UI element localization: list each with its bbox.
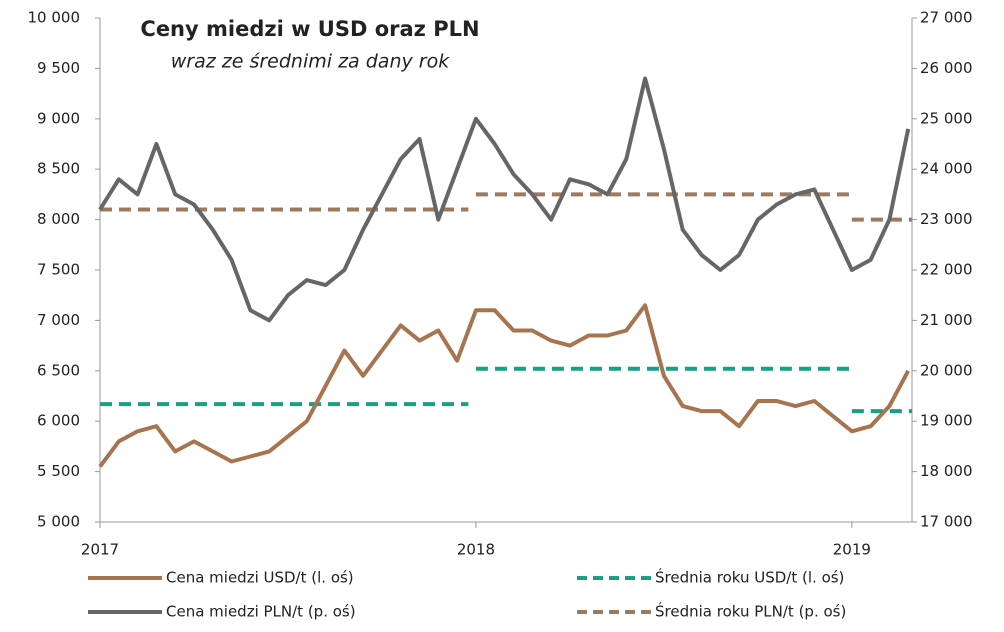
legend-label: Cena miedzi USD/t (l. oś) — [166, 569, 354, 587]
y2-tick-label: 23 000 — [920, 210, 973, 228]
x-tick-label: 2019 — [833, 541, 871, 559]
x-tick-label: 2017 — [81, 541, 119, 559]
y2-tick-label: 20 000 — [920, 361, 973, 379]
y2-tick-label: 22 000 — [920, 261, 973, 279]
y2-tick-label: 19 000 — [920, 412, 973, 430]
y-tick-label: 8 500 — [37, 160, 80, 178]
y-tick-label: 7 000 — [37, 311, 80, 329]
y-tick-label: 10 000 — [28, 9, 81, 27]
y2-tick-label: 18 000 — [920, 462, 973, 480]
y2-tick-label: 26 000 — [920, 59, 973, 77]
y2-tick-label: 25 000 — [920, 109, 973, 127]
y2-tick-label: 24 000 — [920, 160, 973, 178]
y-tick-label: 9 500 — [37, 59, 80, 77]
y2-tick-label: 17 000 — [920, 513, 973, 531]
legend-label: Cena miedzi PLN/t (p. oś) — [166, 603, 356, 621]
x-tick-label: 2018 — [457, 541, 495, 559]
chart-subtitle: wraz ze średnimi za dany rok — [171, 51, 450, 73]
y-tick-label: 6 500 — [37, 361, 80, 379]
y2-tick-label: 27 000 — [920, 9, 973, 27]
y2-tick-label: 21 000 — [920, 311, 973, 329]
series-line — [98, 303, 910, 468]
y-tick-label: 8 000 — [37, 210, 80, 228]
y-tick-label: 5 500 — [37, 462, 80, 480]
series-line — [98, 76, 911, 323]
y-tick-label: 6 000 — [37, 412, 80, 430]
chart-title: Ceny miedzi w USD oraz PLN — [140, 17, 479, 41]
y-tick-label: 7 500 — [37, 261, 80, 279]
legend-label: Średnia roku USD/t (l. oś) — [655, 568, 844, 587]
legend-label: Średnia roku PLN/t (p. oś) — [655, 602, 846, 621]
y-tick-label: 9 000 — [37, 109, 80, 127]
y-tick-label: 5 000 — [37, 513, 80, 531]
